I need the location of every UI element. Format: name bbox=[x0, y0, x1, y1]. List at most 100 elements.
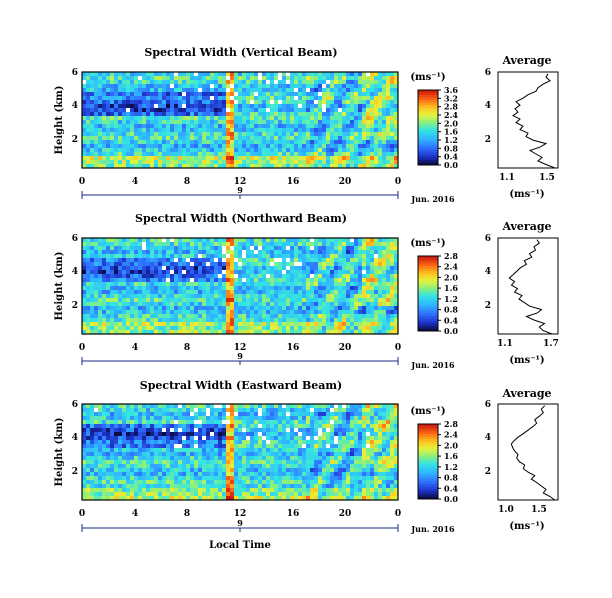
heatmap-cell bbox=[142, 246, 147, 251]
average-profile: Average 6 4 2 1.1 1.7 (ms⁻¹) bbox=[485, 220, 559, 366]
heatmap-cell bbox=[318, 246, 323, 251]
heatmap-cell bbox=[222, 298, 227, 303]
heatmap-cell bbox=[390, 116, 395, 121]
heatmap-cell bbox=[206, 318, 211, 323]
heatmap-cell bbox=[190, 310, 195, 315]
heatmap-cell bbox=[198, 420, 203, 425]
heatmap-cell bbox=[394, 72, 399, 77]
heatmap-cell bbox=[262, 160, 267, 165]
heatmap-cell bbox=[238, 72, 243, 77]
heatmap-cell bbox=[98, 148, 103, 153]
heatmap-cell bbox=[246, 420, 251, 425]
heatmap-cell bbox=[266, 108, 271, 113]
heatmap-cell bbox=[310, 436, 315, 441]
colorbar-segment bbox=[418, 273, 438, 277]
heatmap-cell bbox=[382, 424, 387, 429]
heatmap-cell bbox=[130, 156, 135, 161]
heatmap-cell bbox=[302, 164, 307, 169]
heatmap-cell bbox=[218, 278, 223, 283]
heatmap-cell bbox=[222, 420, 227, 425]
heatmap-cell bbox=[366, 160, 371, 165]
heatmap-cell bbox=[242, 278, 247, 283]
heatmap-cell bbox=[190, 76, 195, 81]
heatmap-cell bbox=[370, 80, 375, 85]
heatmap-cell bbox=[310, 298, 315, 303]
heatmap-cell bbox=[186, 404, 191, 409]
heatmap-cell bbox=[338, 294, 343, 299]
heatmap-cell bbox=[382, 310, 387, 315]
heatmap-cell bbox=[118, 270, 123, 275]
heatmap-cell bbox=[138, 282, 143, 287]
heatmap-cell bbox=[222, 120, 227, 125]
heatmap-cell bbox=[186, 72, 191, 77]
colorbar-segment bbox=[418, 130, 438, 133]
heatmap-cell bbox=[294, 88, 299, 93]
heatmap-cell bbox=[106, 80, 111, 85]
heatmap-cell bbox=[122, 282, 127, 287]
heatmap-cell bbox=[90, 140, 95, 145]
heatmap-cell bbox=[222, 140, 227, 145]
heatmap-cell bbox=[134, 314, 139, 319]
heatmap-cell bbox=[366, 132, 371, 137]
heatmap-cell bbox=[330, 282, 335, 287]
heatmap-cell bbox=[94, 88, 99, 93]
heatmap-cell bbox=[374, 96, 379, 101]
heatmap-cell bbox=[82, 72, 87, 77]
heatmap-cell bbox=[246, 144, 251, 149]
heatmap-cell bbox=[102, 132, 107, 137]
heatmap-cell bbox=[358, 132, 363, 137]
heatmap-cell bbox=[114, 326, 119, 331]
heatmap-cell bbox=[258, 84, 263, 89]
heatmap-cell bbox=[194, 120, 199, 125]
heatmap-cell bbox=[122, 258, 127, 263]
heatmap-cell bbox=[290, 290, 295, 295]
heatmap-cell bbox=[242, 148, 247, 153]
heatmap-cell bbox=[214, 120, 219, 125]
heatmap-cell bbox=[94, 242, 99, 247]
heatmap-cell bbox=[370, 76, 375, 81]
heatmap-cell bbox=[342, 436, 347, 441]
heatmap-cell bbox=[254, 246, 259, 251]
heatmap-cell bbox=[110, 84, 115, 89]
heatmap-cell bbox=[338, 152, 343, 157]
heatmap-cell bbox=[294, 448, 299, 453]
heatmap-cell bbox=[122, 250, 127, 255]
heatmap-cell bbox=[334, 322, 339, 327]
heatmap-cell bbox=[310, 318, 315, 323]
heatmap-cell bbox=[354, 100, 359, 105]
heatmap-cell bbox=[366, 140, 371, 145]
heatmap-cell bbox=[258, 128, 263, 133]
heatmap-cell bbox=[250, 302, 255, 307]
heatmap-cell bbox=[282, 84, 287, 89]
heatmap-cell bbox=[162, 242, 167, 247]
heatmap-cell bbox=[298, 242, 303, 247]
heatmap-cell bbox=[354, 242, 359, 247]
heatmap-cell bbox=[210, 238, 215, 243]
heatmap-cell bbox=[186, 148, 191, 153]
heatmap-cell bbox=[234, 152, 239, 157]
heatmap-cell bbox=[138, 140, 143, 145]
heatmap-cell bbox=[230, 160, 235, 165]
heatmap-cell bbox=[146, 76, 151, 81]
heatmap-cell bbox=[150, 246, 155, 251]
heatmap-cell bbox=[330, 80, 335, 85]
heatmap-cell bbox=[350, 302, 355, 307]
heatmap-cell bbox=[102, 96, 107, 101]
x-tick-label: 12 bbox=[234, 177, 247, 187]
heatmap-cell bbox=[110, 108, 115, 113]
heatmap-cell bbox=[146, 302, 151, 307]
heatmap-cell bbox=[230, 242, 235, 247]
heatmap-cell bbox=[114, 428, 119, 433]
heatmap-cell bbox=[350, 314, 355, 319]
heatmap-cell bbox=[194, 444, 199, 449]
heatmap-cell bbox=[222, 408, 227, 413]
heatmap-cell bbox=[86, 124, 91, 129]
heatmap-cell bbox=[218, 298, 223, 303]
heatmap-cell bbox=[342, 88, 347, 93]
heatmap-cell bbox=[82, 164, 87, 169]
heatmap-cell bbox=[386, 96, 391, 101]
heatmap-cell bbox=[214, 96, 219, 101]
heatmap-cell bbox=[254, 136, 259, 141]
heatmap-cell bbox=[274, 84, 279, 89]
heatmap-cell bbox=[126, 238, 131, 243]
